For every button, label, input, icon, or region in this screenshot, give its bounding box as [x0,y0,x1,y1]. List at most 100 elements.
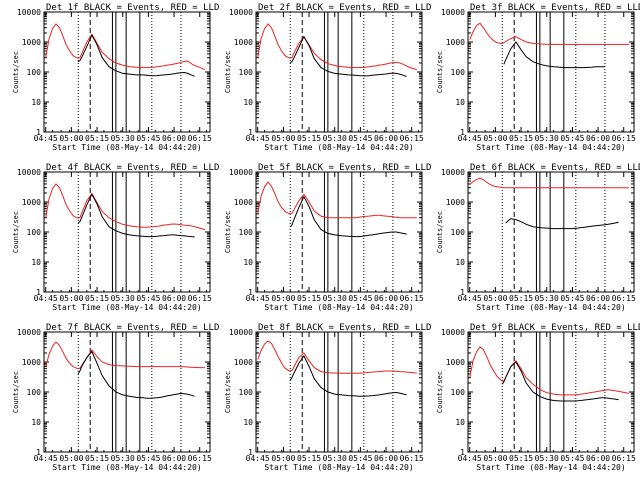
y-tick-label: 1 [36,448,41,457]
y-axis-label: Counts/sec [12,371,20,413]
events-series-line [77,33,195,77]
y-axis-label: Counts/sec [12,51,20,93]
lld-series-line [257,23,418,71]
y-tick-label: 10 [243,98,253,107]
detector-panel: Det 6f BLACK = Events, RED = LLD 1 10 100 10… [436,163,640,312]
y-tick-label: 1 [248,128,253,137]
y-tick-label: 10000 [17,168,41,177]
y-tick-label: 10000 [17,8,41,17]
x-tick-label: 05:15 [85,134,109,143]
y-tick-label: 10 [455,98,465,107]
x-tick-label: 06:00 [586,134,610,143]
x-tick-label: 05:30 [535,294,559,303]
detector-panel: Det 9f BLACK = Events, RED = LLD 1 10 100 10… [436,323,640,472]
x-tick-label: 05:30 [111,134,135,143]
y-tick-label: 1000 [446,198,465,207]
panel-title: Det 7f BLACK = Events, RED = LLD [46,323,219,333]
y-tick-label: 1 [248,448,253,457]
x-tick-label: 05:15 [297,134,321,143]
panel-title: Det 8f BLACK = Events, RED = LLD [258,323,431,333]
y-tick-label: 10000 [229,328,253,337]
y-tick-label: 10 [455,418,465,427]
x-tick-label: 05:45 [560,454,584,463]
events-series-line [501,361,619,402]
x-axis-label: Start Time (08-May-14 04:44:20) [476,463,625,472]
x-tick-label: 06:00 [374,294,398,303]
y-tick-label: 100 [239,388,254,397]
y-tick-label: 10000 [17,328,41,337]
y-tick-label: 100 [239,68,254,77]
x-tick-label: 05:45 [136,454,160,463]
x-tick-label: 05:00 [59,134,83,143]
x-tick-label: 05:00 [271,454,295,463]
x-tick-label: 06:15 [612,454,636,463]
x-tick-label: 06:15 [612,134,636,143]
panel-title: Det 2f BLACK = Events, RED = LLD [258,3,431,13]
detector-panel: Det 3f BLACK = Events, RED = LLD 1 10 100 10… [436,3,640,152]
x-tick-label: 04:45 [246,134,270,143]
events-series-line [289,354,407,397]
x-tick-label: 06:00 [162,294,186,303]
detector-panel: Det 5f BLACK = Events, RED = LLD 1 10 100 10… [224,163,431,312]
y-axis-label: Counts/sec [436,51,444,93]
lld-series-line [257,181,417,219]
y-tick-label: 10000 [441,168,465,177]
x-tick-label: 05:15 [297,454,321,463]
events-series-line [503,41,605,69]
y-tick-label: 1000 [22,358,41,367]
y-tick-label: 100 [451,388,466,397]
events-series-line [505,218,619,230]
x-tick-label: 05:30 [323,134,347,143]
lld-series-line [469,22,629,45]
y-tick-label: 10 [31,258,41,267]
x-tick-label: 05:00 [483,454,507,463]
events-series-line [77,350,195,399]
y-tick-label: 1000 [446,38,465,47]
y-tick-label: 1000 [22,198,41,207]
y-axis-label: Counts/sec [224,211,232,253]
y-tick-label: 1000 [22,38,41,47]
x-tick-label: 05:45 [560,294,584,303]
y-tick-label: 100 [27,228,42,237]
x-tick-label: 05:15 [85,294,109,303]
y-axis-label: Counts/sec [436,211,444,253]
x-tick-label: 05:00 [483,294,507,303]
x-tick-label: 05:30 [323,294,347,303]
y-tick-label: 10000 [441,328,465,337]
x-tick-label: 05:00 [271,294,295,303]
x-tick-label: 05:30 [535,134,559,143]
y-tick-label: 10 [243,258,253,267]
x-tick-label: 06:15 [400,454,424,463]
x-tick-label: 05:30 [323,454,347,463]
y-tick-label: 100 [239,228,254,237]
y-axis-label: Counts/sec [224,51,232,93]
y-tick-label: 1000 [234,358,253,367]
y-tick-label: 10000 [229,8,253,17]
x-tick-label: 06:00 [374,134,398,143]
x-tick-label: 05:15 [509,134,533,143]
x-tick-label: 06:00 [162,454,186,463]
events-series-line [289,195,407,238]
x-tick-label: 05:15 [85,454,109,463]
x-tick-label: 05:30 [111,294,135,303]
x-tick-label: 05:30 [111,454,135,463]
x-tick-label: 05:45 [348,294,372,303]
events-series-line [77,193,195,238]
x-tick-label: 05:15 [297,294,321,303]
y-tick-label: 10 [31,418,41,427]
panel-title: Det 1f BLACK = Events, RED = LLD [46,3,219,13]
x-axis-label: Start Time (08-May-14 04:44:20) [52,463,201,472]
x-tick-label: 06:00 [586,294,610,303]
detector-panel: Det 8f BLACK = Events, RED = LLD 1 10 100 10… [224,323,431,472]
x-tick-label: 04:45 [34,134,58,143]
x-tick-label: 04:45 [458,294,482,303]
x-axis-label: Start Time (08-May-14 04:44:20) [52,303,201,312]
x-tick-label: 04:45 [246,294,270,303]
lld-series-line [45,341,205,370]
detector-panel: Det 7f BLACK = Events, RED = LLD 1 10 100 10… [12,323,219,472]
x-tick-label: 04:45 [246,454,270,463]
y-axis-label: Counts/sec [12,211,20,253]
y-tick-label: 1 [36,288,41,297]
